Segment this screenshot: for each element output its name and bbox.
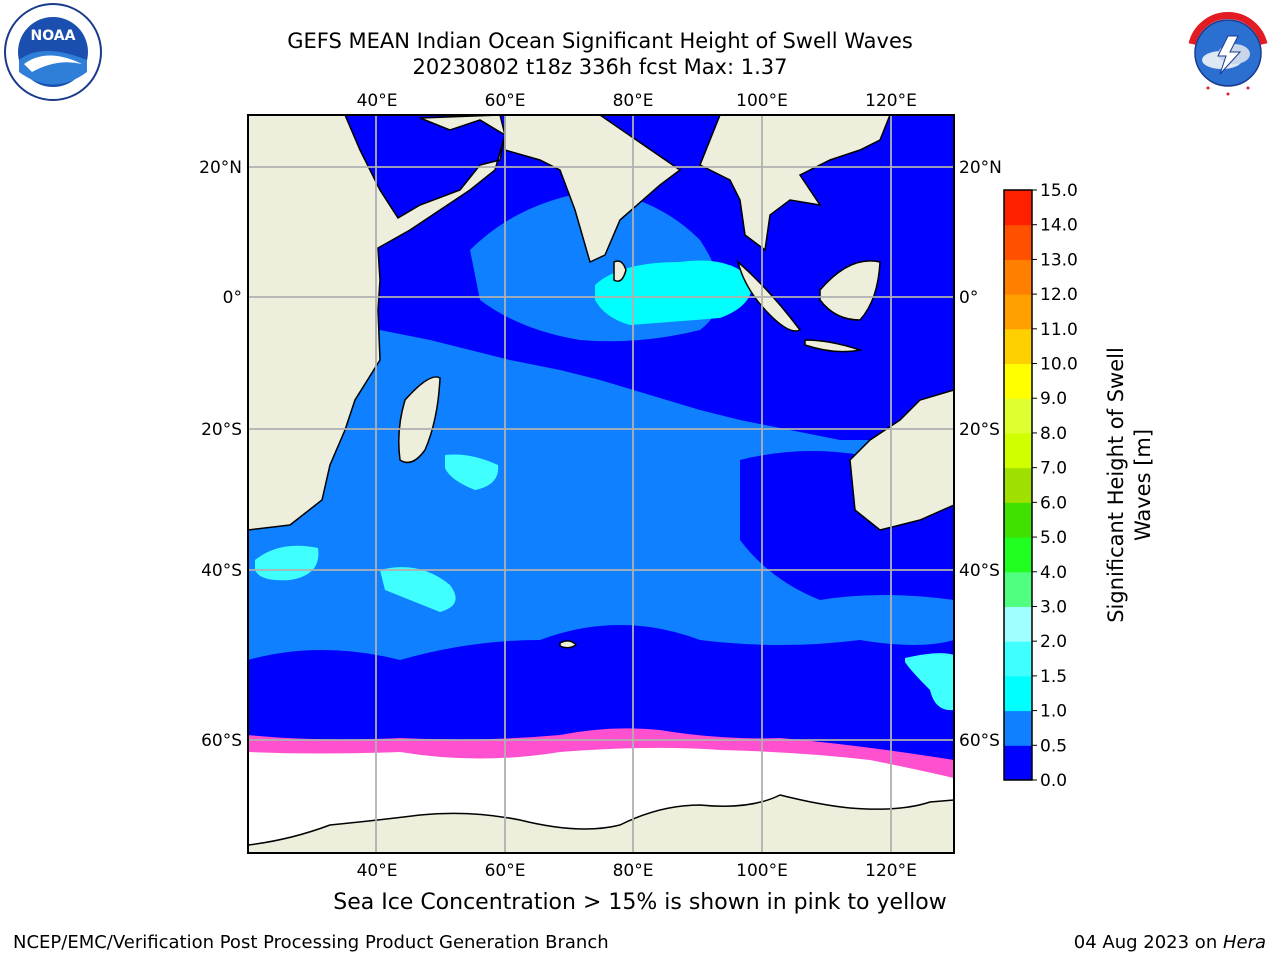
swell-cyan-se — [905, 653, 954, 711]
graticule — [248, 115, 954, 853]
land-antarctica — [248, 794, 954, 853]
lon-label-top-120: 120°E — [865, 91, 917, 111]
lat-label-right-60s: 60°S — [959, 731, 1000, 751]
colorbar-tick-label: 1.0 — [1040, 702, 1067, 722]
colorbar-tick-label: 0.0 — [1040, 771, 1067, 791]
swell-low-south — [248, 625, 954, 770]
land-madagascar — [398, 376, 441, 464]
footer-date-text: 04 Aug 2023 on — [1073, 932, 1223, 953]
colorbar-segment — [1004, 502, 1032, 538]
colorbar-segment — [1004, 190, 1032, 226]
noaa-logo: NOAA — [4, 3, 102, 101]
colorbar-tick-label: 3.0 — [1040, 597, 1067, 617]
footer-credit: NCEP/EMC/Verification Post Processing Pr… — [13, 932, 609, 953]
colorbar-segment — [1004, 398, 1032, 434]
lat-label-left-0: 0° — [223, 288, 242, 308]
colorbar-segment — [1004, 328, 1032, 365]
colorbar-segment — [1004, 467, 1032, 503]
colorbar-segment — [1004, 571, 1032, 607]
footer-host: Hera — [1222, 932, 1266, 953]
colorbar-tick-label: 0.5 — [1040, 736, 1067, 756]
colorbar-segment — [1004, 259, 1032, 295]
land — [248, 115, 954, 853]
colorbar-tick-label: 14.0 — [1040, 216, 1078, 236]
land-srilanka — [613, 260, 627, 282]
colorbar-segment — [1004, 675, 1032, 712]
map-area — [248, 115, 954, 853]
colorbar-tick-label: 13.0 — [1040, 250, 1078, 270]
colorbar-tick-label: 8.0 — [1040, 424, 1067, 444]
colorbar-tick-label: 6.0 — [1040, 493, 1067, 513]
lon-label-bottom-60: 60°E — [485, 861, 526, 881]
land-australia — [849, 389, 954, 531]
colorbar-segment — [1004, 294, 1032, 330]
map-subtitle: 20230802 t18z 336h fcst Max: 1.37 — [412, 55, 788, 79]
colorbar-frame — [1003, 189, 1033, 781]
colorbar-tick-label: 11.0 — [1040, 320, 1078, 340]
lon-label-bottom-80: 80°E — [613, 861, 654, 881]
lon-label-bottom-100: 100°E — [736, 861, 788, 881]
map-frame — [247, 114, 955, 854]
lat-label-left-60s: 60°S — [201, 731, 242, 751]
colorbar-segment — [1004, 641, 1032, 677]
lat-label-left-20s: 20°S — [201, 420, 242, 440]
sea-ice-note: Sea Ice Concentration > 15% is shown in … — [333, 890, 947, 915]
land-java — [804, 339, 863, 353]
colorbar-label-line1: Significant Height of Swell — [1104, 347, 1128, 623]
lat-label-right-40s: 40°S — [959, 561, 1000, 581]
national-weather-service-logo — [1182, 7, 1274, 99]
colorbar: 0.0 0.5 1.0 1.5 2.0 3.0 4.0 5.0 6.0 7.0 8.0 9.0 10.0… — [1003, 181, 1078, 791]
swell-cyan-sw — [255, 545, 319, 581]
lat-label-left-20n: 20°N — [199, 158, 242, 178]
colorbar-segment — [1004, 363, 1032, 399]
lon-label-bottom-40: 40°E — [357, 861, 398, 881]
colorbar-segment — [1004, 537, 1032, 573]
swell-cyan-s1 — [380, 567, 456, 612]
colorbar-tick-label: 10.0 — [1040, 355, 1078, 375]
lon-label-top-100: 100°E — [736, 91, 788, 111]
colorbar-tick-label: 2.0 — [1040, 632, 1067, 652]
noaa-logo-text: NOAA — [31, 28, 76, 44]
colorbar-segment — [1004, 745, 1032, 781]
lat-label-right-20s: 20°S — [959, 420, 1000, 440]
colorbar-tick-label: 5.0 — [1040, 528, 1067, 548]
colorbar-segment — [1004, 432, 1032, 469]
colorbar-tick-label: 7.0 — [1040, 459, 1067, 479]
footer-date: 04 Aug 2023 on Hera — [1074, 932, 1266, 953]
land-seasia — [699, 115, 891, 252]
colorbar-tick-label: 9.0 — [1040, 389, 1067, 409]
lat-label-right-20n: 20°N — [959, 158, 1002, 178]
lat-label-left-40s: 40°S — [201, 561, 242, 581]
lat-label-right-0: 0° — [959, 288, 978, 308]
lon-label-top-40: 40°E — [357, 91, 398, 111]
colorbar-tick-label: 1.5 — [1040, 667, 1067, 687]
land-borneo — [819, 260, 881, 321]
land-kerguelen — [559, 640, 578, 649]
colorbar-tick-label: 15.0 — [1040, 181, 1078, 201]
swell-cyan-equator — [595, 260, 753, 325]
colorbar-segment — [1004, 710, 1032, 746]
lon-label-bottom-120: 120°E — [865, 861, 917, 881]
colorbar-tick-label: 12.0 — [1040, 285, 1078, 305]
swell-cyan-s2 — [445, 454, 499, 490]
colorbar-tick-label: 4.0 — [1040, 563, 1067, 583]
colorbar-label-line2: Waves [m] — [1131, 429, 1155, 541]
colorbar-segment — [1004, 606, 1032, 642]
land-india — [504, 115, 682, 264]
lon-label-top-80: 80°E — [613, 91, 654, 111]
map-title: GEFS MEAN Indian Ocean Significant Heigh… — [287, 29, 913, 53]
lon-label-top-60: 60°E — [485, 91, 526, 111]
colorbar-segment — [1004, 224, 1032, 260]
